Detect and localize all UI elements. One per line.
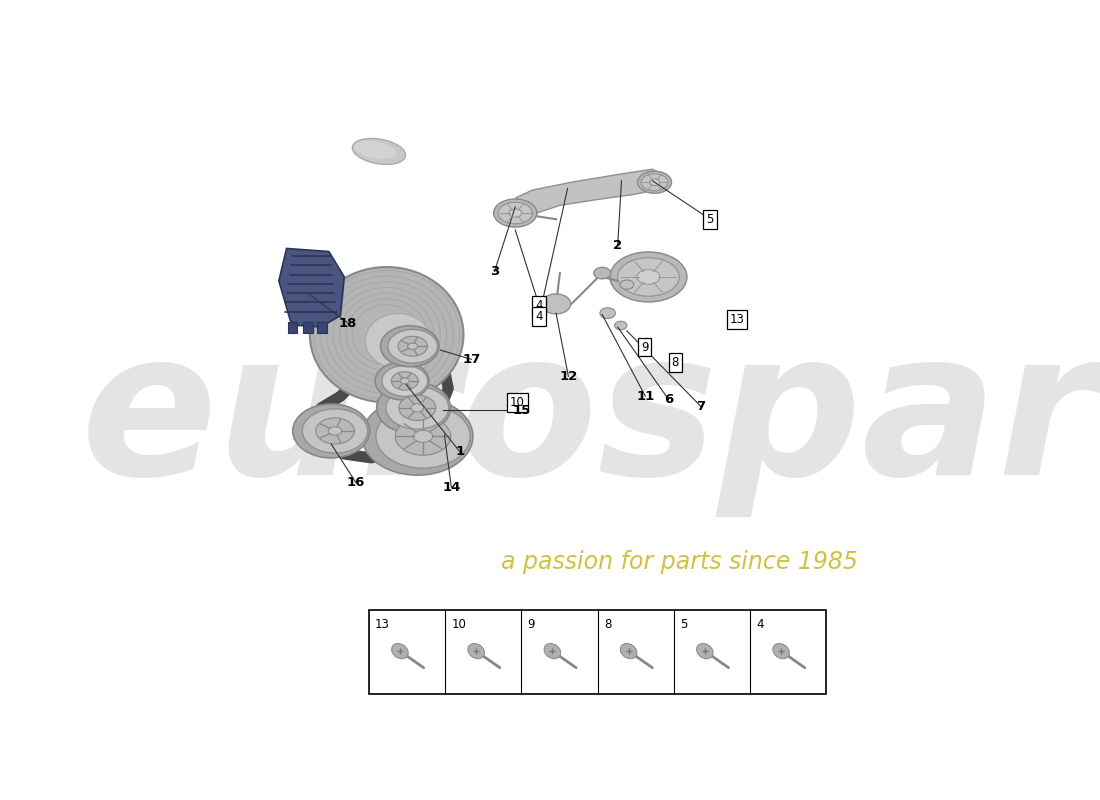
Bar xyxy=(318,322,327,333)
Ellipse shape xyxy=(398,336,427,356)
Text: 4: 4 xyxy=(536,299,543,312)
Ellipse shape xyxy=(414,430,432,442)
Ellipse shape xyxy=(318,305,339,321)
Polygon shape xyxy=(279,249,344,327)
Ellipse shape xyxy=(400,378,409,384)
Bar xyxy=(304,322,312,333)
Ellipse shape xyxy=(310,267,463,402)
Ellipse shape xyxy=(696,643,713,658)
Ellipse shape xyxy=(773,643,790,658)
Ellipse shape xyxy=(494,199,537,227)
Ellipse shape xyxy=(620,643,637,658)
Ellipse shape xyxy=(408,343,418,350)
Ellipse shape xyxy=(410,404,424,412)
Ellipse shape xyxy=(609,252,686,302)
Text: 4: 4 xyxy=(536,310,543,322)
Ellipse shape xyxy=(509,209,521,217)
Ellipse shape xyxy=(316,418,354,444)
Text: 15: 15 xyxy=(513,404,530,417)
Text: 9: 9 xyxy=(528,618,535,631)
Ellipse shape xyxy=(354,141,396,159)
Bar xyxy=(288,322,297,333)
Text: 6: 6 xyxy=(663,393,673,406)
Ellipse shape xyxy=(382,366,428,396)
Bar xyxy=(368,610,826,694)
Text: 1: 1 xyxy=(455,446,464,458)
Text: 5: 5 xyxy=(706,213,714,226)
Ellipse shape xyxy=(302,409,367,453)
Ellipse shape xyxy=(365,314,431,368)
Text: 5: 5 xyxy=(680,618,688,631)
Ellipse shape xyxy=(498,202,532,224)
Text: 3: 3 xyxy=(490,265,499,278)
Ellipse shape xyxy=(468,643,484,658)
Text: eurospares: eurospares xyxy=(81,322,1100,517)
Ellipse shape xyxy=(615,322,627,330)
Ellipse shape xyxy=(376,382,451,434)
Ellipse shape xyxy=(544,643,561,658)
Ellipse shape xyxy=(600,308,615,318)
Ellipse shape xyxy=(328,426,342,435)
Ellipse shape xyxy=(381,326,439,366)
Ellipse shape xyxy=(392,643,408,658)
Ellipse shape xyxy=(649,179,660,186)
Text: 18: 18 xyxy=(339,317,358,330)
Text: 14: 14 xyxy=(442,481,461,494)
Ellipse shape xyxy=(395,418,451,455)
Ellipse shape xyxy=(641,174,668,190)
Ellipse shape xyxy=(386,386,449,429)
Text: 16: 16 xyxy=(346,476,365,489)
Ellipse shape xyxy=(376,405,470,468)
Ellipse shape xyxy=(638,171,671,194)
Text: 10: 10 xyxy=(451,618,466,631)
Text: a passion for parts since 1985: a passion for parts since 1985 xyxy=(500,550,858,574)
Text: 7: 7 xyxy=(696,400,705,413)
Text: 4: 4 xyxy=(757,618,763,631)
Text: 13: 13 xyxy=(729,313,745,326)
Text: 10: 10 xyxy=(510,396,525,409)
Ellipse shape xyxy=(620,280,634,290)
Ellipse shape xyxy=(618,258,680,296)
Ellipse shape xyxy=(352,138,406,165)
Ellipse shape xyxy=(293,404,370,458)
Text: 8: 8 xyxy=(672,356,679,369)
Ellipse shape xyxy=(594,267,610,279)
Ellipse shape xyxy=(392,372,418,390)
Text: 2: 2 xyxy=(613,239,623,252)
Ellipse shape xyxy=(541,294,571,314)
Ellipse shape xyxy=(385,330,411,351)
Ellipse shape xyxy=(375,362,429,400)
Ellipse shape xyxy=(362,398,473,475)
Text: 9: 9 xyxy=(641,341,648,354)
Ellipse shape xyxy=(637,270,660,284)
Text: 8: 8 xyxy=(604,618,612,631)
Ellipse shape xyxy=(399,395,436,421)
Text: 17: 17 xyxy=(462,353,481,366)
Polygon shape xyxy=(512,169,668,221)
Text: 13: 13 xyxy=(375,618,390,631)
Ellipse shape xyxy=(388,330,438,363)
Text: 12: 12 xyxy=(559,370,578,382)
Text: 11: 11 xyxy=(636,390,654,403)
